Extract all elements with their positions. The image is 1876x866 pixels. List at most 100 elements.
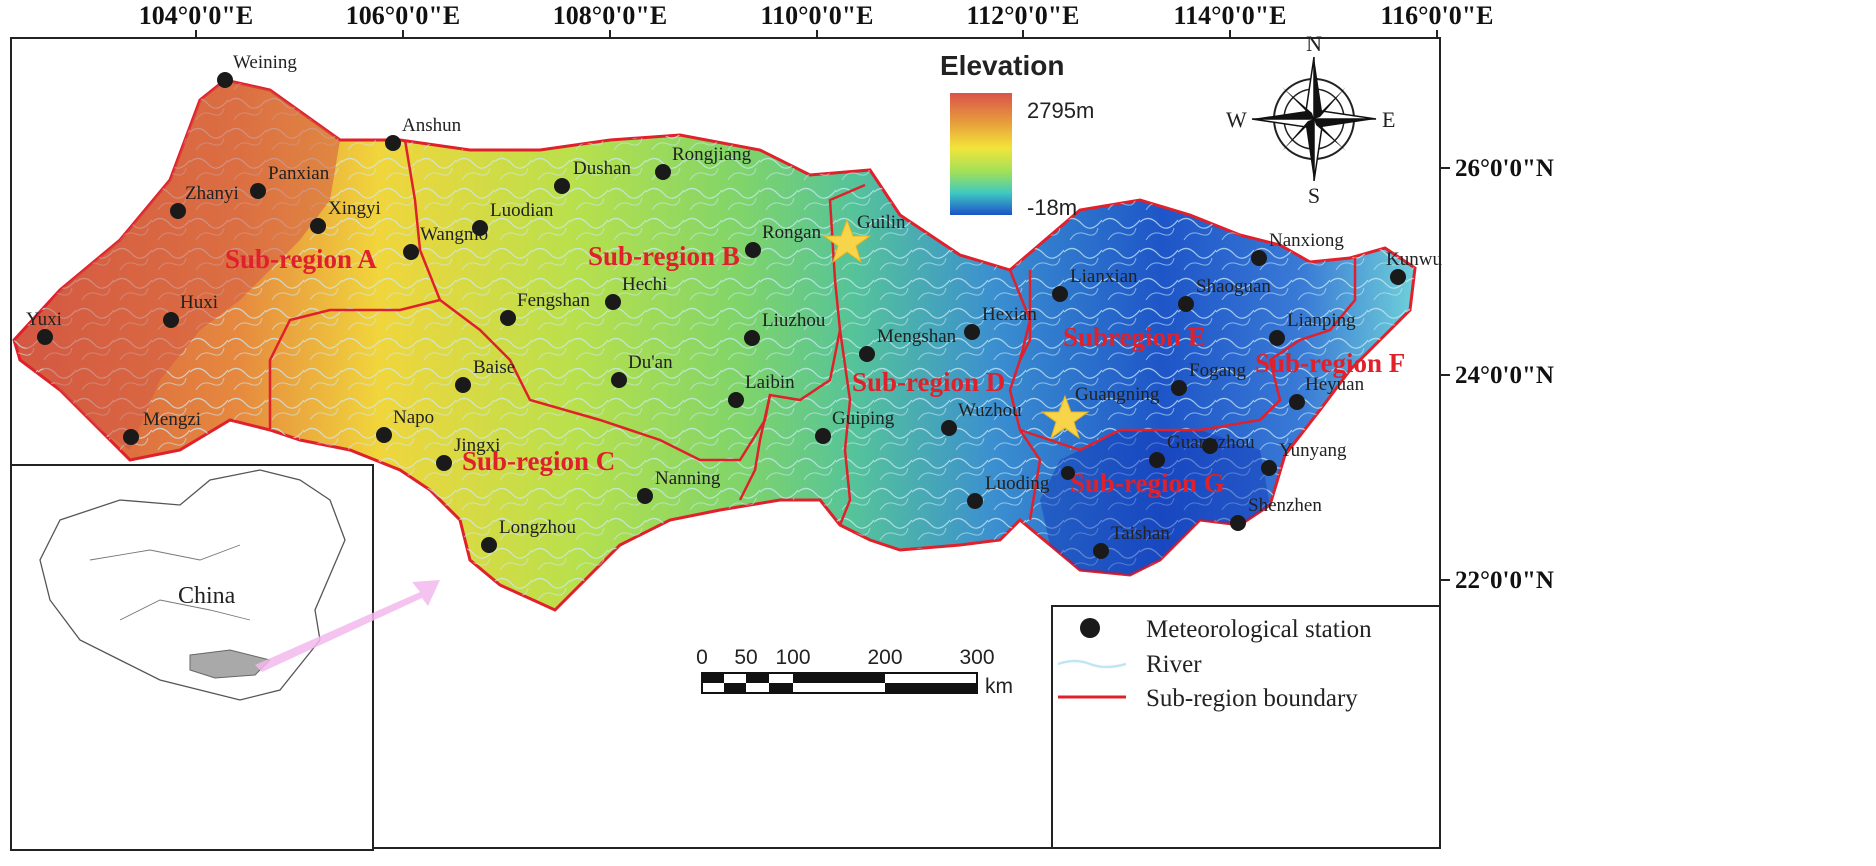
station-marker: Heyuan [1289,374,1365,410]
lon-label: 112°0'0"E [967,1,1080,30]
svg-text:Longzhou: Longzhou [499,517,577,538]
station-marker: Panxian [250,163,330,199]
star-icon [822,218,872,264]
subregion-label: Sub-region C [462,446,615,476]
station-marker: Rongan [745,222,822,258]
svg-text:Lianxian: Lianxian [1070,266,1138,287]
subregion-boundaries [268,139,1357,526]
svg-text:Fogang: Fogang [1189,360,1247,381]
svg-text:Du'an: Du'an [628,352,673,373]
station-marker: Weining [217,52,297,88]
svg-text:Fengshan: Fengshan [517,290,590,311]
svg-text:Shaoguan: Shaoguan [1196,276,1271,297]
station-marker: Yunyang [1261,440,1347,476]
arrow-icon [255,580,440,672]
lat-label: 22°0'0"N [1455,567,1554,594]
station-marker: Guiping [815,408,895,444]
station-marker: Baise [455,357,515,393]
station-marker: Luoding [967,473,1050,509]
elevation-max: 2795m [1027,98,1094,123]
station-marker: Luodian [472,200,554,236]
svg-text:W: W [1226,107,1247,132]
svg-text:Nanning: Nanning [655,468,721,489]
svg-text:Yuxi: Yuxi [26,309,62,330]
station-marker: Du'an [611,352,673,388]
svg-text:Zhanyi: Zhanyi [185,183,239,204]
svg-text:Mengshan: Mengshan [877,326,957,347]
station-marker: Xingyi [310,198,381,234]
station-marker: Fengshan [500,290,590,326]
station-marker: Wangmo [403,224,488,260]
graticule-ticks [195,30,1450,581]
legend-station: Meteorological station [1146,616,1372,643]
station-marker: Liuzhou [744,310,826,346]
svg-text:Anshun: Anshun [402,115,462,136]
svg-text:Luodian: Luodian [490,200,554,221]
subregion-label: Sub-region D [852,367,1005,397]
svg-text:Nanxiong: Nanxiong [1269,230,1344,251]
svg-text:Laibin: Laibin [745,372,795,393]
svg-text:Liuzhou: Liuzhou [762,310,826,331]
svg-text:Kunwu: Kunwu [1386,249,1442,270]
svg-text:km: km [985,675,1013,698]
longitude-labels: 104°0'0"E 106°0'0"E 108°0'0"E 110°0'0"E … [139,1,1494,30]
svg-text:Huxi: Huxi [180,292,218,313]
station-marker: Kunwu [1386,249,1442,285]
lon-label: 106°0'0"E [346,1,460,30]
stations: Weining Anshun Panxian Zhanyi Xingyi Wan… [26,52,1442,559]
station-marker: Longzhou [481,517,577,553]
svg-text:Taishan: Taishan [1111,523,1170,544]
station-marker: Wuzhou [941,400,1022,436]
svg-text:Napo: Napo [393,407,434,428]
subregion-labels: Sub-region A Sub-region B Sub-region C S… [225,241,1405,498]
legend-boundary: Sub-region boundary [1146,685,1358,712]
svg-text:Weining: Weining [233,52,297,73]
station-marker: Taishan [1093,523,1170,559]
station-marker: Mengzi [123,409,201,445]
star-markers [822,218,1090,440]
elevation-min: -18m [1027,195,1077,220]
station-marker: Shenzhen [1230,495,1322,531]
symbol-legend: Meteorological station River Sub-region … [1051,605,1441,849]
svg-text:Panxian: Panxian [268,163,330,184]
svg-text:N: N [1306,31,1322,56]
svg-text:Rongjiang: Rongjiang [672,144,752,165]
station-marker: Hechi [605,274,667,310]
svg-text:Hexian: Hexian [982,304,1037,325]
svg-text:Wangmo: Wangmo [420,224,488,245]
svg-text:Shenzhen: Shenzhen [1248,495,1322,516]
subregion-label: Sub-region G [1070,468,1225,498]
lat-label: 24°0'0"N [1455,362,1554,389]
compass-rose-icon: N S E W [1226,31,1395,208]
svg-text:300: 300 [959,646,994,669]
lon-label: 114°0'0"E [1174,1,1287,30]
legend-river: River [1146,651,1202,678]
svg-text:Guiping: Guiping [832,408,895,429]
station-marker: Mengshan [859,326,957,362]
svg-text:Hechi: Hechi [622,274,667,295]
svg-text:Luoding: Luoding [985,473,1050,494]
svg-text:Jingxi: Jingxi [454,435,500,456]
svg-text:Dushan: Dushan [573,158,632,179]
lat-label: 26°0'0"N [1455,155,1554,182]
svg-text:100: 100 [775,646,810,669]
lon-label: 104°0'0"E [139,1,253,30]
station-marker: Napo [376,407,434,443]
station-marker: Nanxiong [1251,230,1344,266]
svg-text:0: 0 [696,646,708,669]
elevation-legend: Elevation 2795m -18m [940,50,1094,220]
elevation-title: Elevation [940,50,1064,81]
svg-text:200: 200 [867,646,902,669]
svg-text:E: E [1382,107,1395,132]
station-marker [1202,438,1218,454]
lon-label: 108°0'0"E [553,1,667,30]
subregion-label: Sub-region B [588,241,740,271]
svg-text:Guilin: Guilin [857,212,906,233]
station-marker: Lianxian [1052,266,1138,302]
station-marker: Shaoguan [1178,276,1271,312]
station-marker: Anshun [385,115,462,151]
station-marker: Lianping [1269,310,1356,346]
svg-text:Mengzi: Mengzi [143,409,201,430]
china-inset-map: China [10,464,440,851]
